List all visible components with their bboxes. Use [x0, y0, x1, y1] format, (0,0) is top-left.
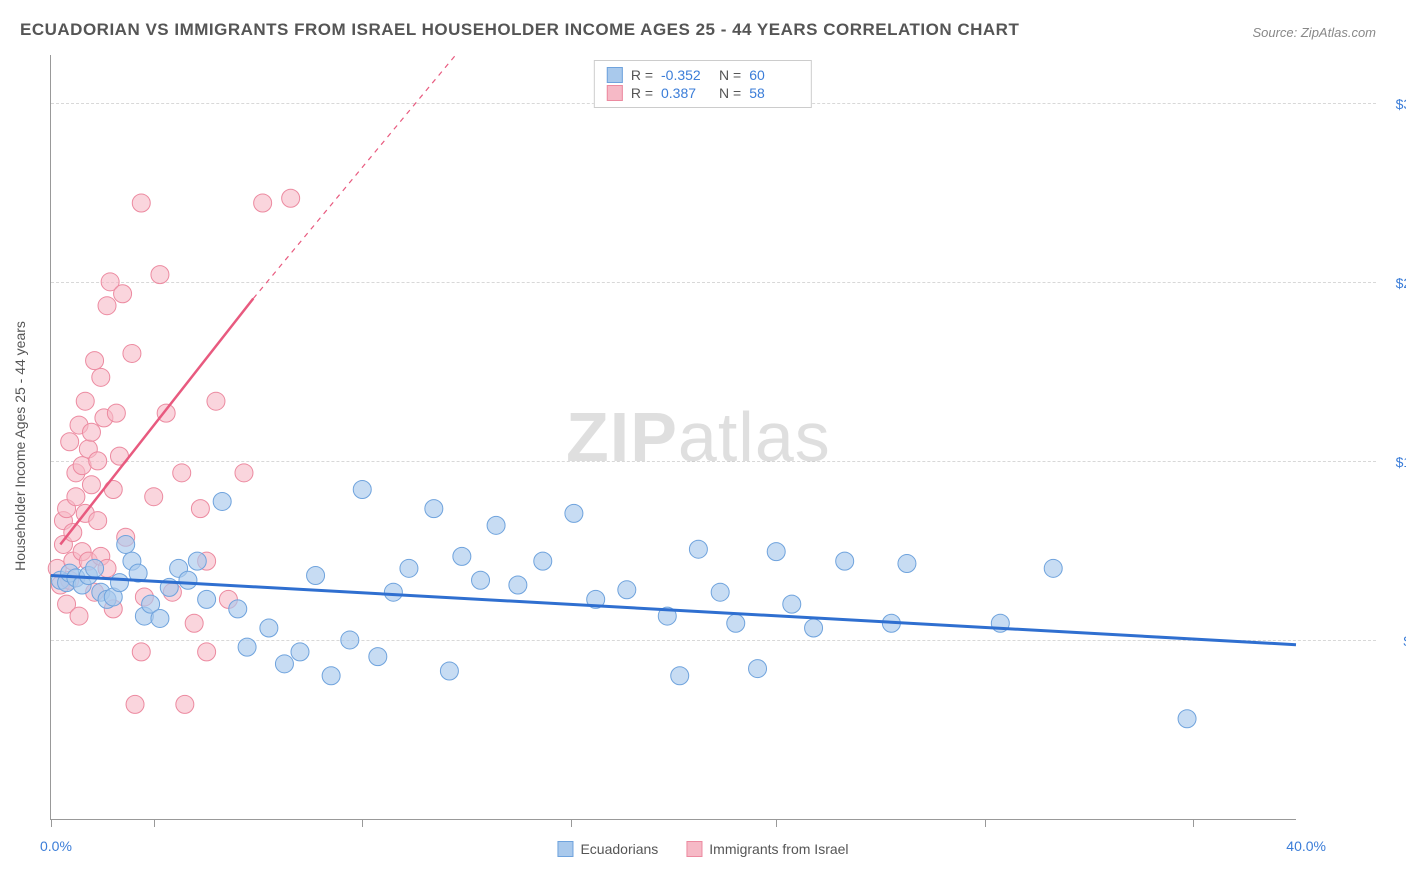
stat-label-n: N = [719, 67, 741, 83]
scatter-svg [51, 55, 1296, 819]
x-tick [776, 819, 777, 827]
plot-region: ZIPatlas $75,000$150,000$225,000$300,000 [50, 55, 1296, 820]
legend-item-ecuadorians: Ecuadorians [557, 841, 658, 857]
swatch-ecuadorians [607, 67, 623, 83]
stat-n-israel: 58 [749, 85, 799, 101]
stat-label-n2: N = [719, 85, 741, 101]
x-tick [362, 819, 363, 827]
stats-row-israel: R = 0.387 N = 58 [607, 84, 799, 102]
stats-legend: R = -0.352 N = 60 R = 0.387 N = 58 [594, 60, 812, 108]
stat-n-ecuadorians: 60 [749, 67, 799, 83]
x-tick [1193, 819, 1194, 827]
stats-row-ecuadorians: R = -0.352 N = 60 [607, 66, 799, 84]
chart-title: ECUADORIAN VS IMMIGRANTS FROM ISRAEL HOU… [20, 20, 1019, 40]
swatch-israel [607, 85, 623, 101]
x-axis-max-label: 40.0% [1286, 838, 1326, 854]
x-tick [154, 819, 155, 827]
stat-r-israel: 0.387 [661, 85, 711, 101]
legend-label-ecuadorians: Ecuadorians [580, 841, 658, 857]
y-tick-label: $300,000 [1396, 96, 1406, 112]
y-axis-title: Householder Income Ages 25 - 44 years [12, 321, 28, 571]
x-axis-min-label: 0.0% [40, 838, 72, 854]
legend-item-israel: Immigrants from Israel [686, 841, 848, 857]
y-tick-label: $150,000 [1396, 454, 1406, 470]
stat-label-r2: R = [631, 85, 653, 101]
stat-label-r: R = [631, 67, 653, 83]
series-legend: Ecuadorians Immigrants from Israel [557, 841, 848, 857]
stat-r-ecuadorians: -0.352 [661, 67, 711, 83]
x-tick [571, 819, 572, 827]
y-tick-label: $225,000 [1396, 275, 1406, 291]
x-tick [985, 819, 986, 827]
legend-label-israel: Immigrants from Israel [709, 841, 848, 857]
source-attribution: Source: ZipAtlas.com [1252, 25, 1376, 40]
legend-swatch-israel [686, 841, 702, 857]
legend-swatch-ecuadorians [557, 841, 573, 857]
x-tick [51, 819, 52, 827]
